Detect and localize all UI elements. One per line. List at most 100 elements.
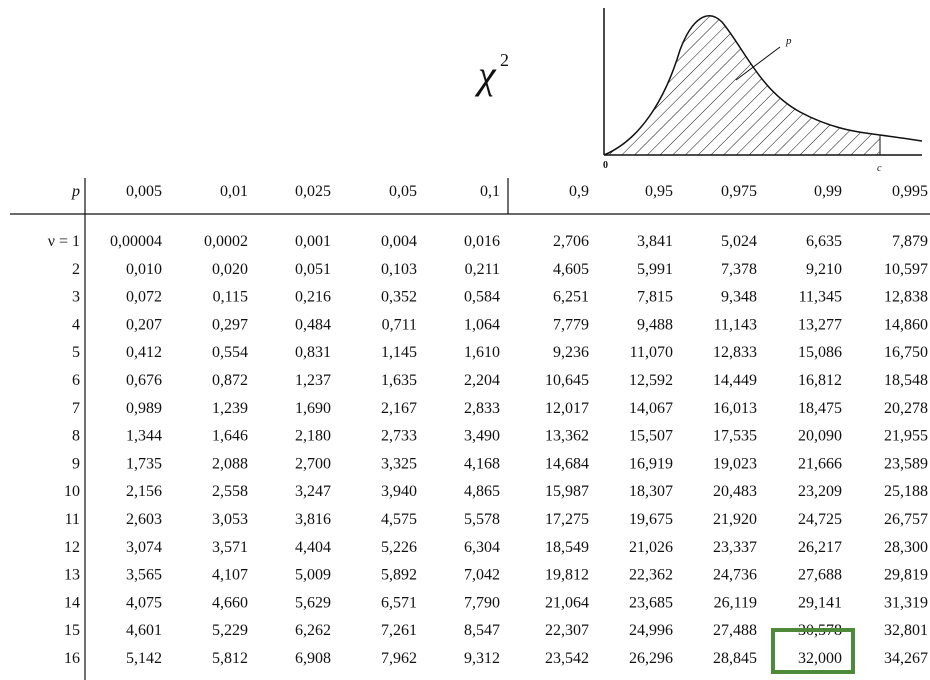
cell: 23,685 [629,594,673,611]
cell: 2,733 [381,428,417,445]
cell: 18,307 [629,483,673,500]
cell: 2,833 [464,400,500,417]
cell: 4,168 [464,455,500,472]
highlight-box [771,628,855,674]
cell: 12,017 [545,400,589,417]
cell: 5,697 [126,678,162,680]
column-header: 0,9 [569,183,589,200]
cell: 23,589 [884,455,928,472]
chi-symbol: χ [474,52,497,97]
cell: 32,000 [798,650,842,667]
cell: 19,023 [713,455,757,472]
cell: 4,575 [381,511,417,528]
cell: 12,592 [629,372,673,389]
row-label: 13 [64,567,80,584]
cell: 0,207 [126,316,162,333]
cell: 18,475 [798,400,842,417]
cell: 26,119 [714,594,757,611]
column-header: 0,1 [480,183,500,200]
cell: 10,085 [456,678,500,680]
row-label: 5 [72,344,80,361]
cell: 0,554 [212,344,248,361]
cell: 1,646 [212,428,248,445]
cell: 14,860 [884,316,928,333]
cell: 15,987 [545,483,589,500]
cell: 14,684 [545,455,589,472]
row-label: 11 [65,511,80,528]
cell: 15,507 [629,428,673,445]
cell: 0,484 [295,316,331,333]
cell: 30,191 [713,678,757,680]
cell: 0,051 [295,261,331,278]
cell: 4,107 [212,567,248,584]
cell: 8,672 [381,678,417,680]
cell: 4,660 [212,594,248,611]
row-label: 17 [64,678,80,680]
cell: 9,488 [637,316,673,333]
cell: 25,188 [884,483,928,500]
cell: 1,237 [295,372,331,389]
cell: 4,404 [295,539,331,556]
cell: 19,812 [545,567,589,584]
cell: 21,955 [884,428,928,445]
cell: 3,247 [295,483,331,500]
row-label: ν = 1 [48,233,80,250]
table: p 0,005 0,01 0,025 0,05 0,1 0,9 0,95 0,975 0,99 0,… [48,183,928,680]
cell: 3,325 [381,455,417,472]
cell: 21,064 [545,594,589,611]
cell: 1,239 [212,400,248,417]
row-label: 3 [72,289,80,306]
cell: 13,362 [545,428,589,445]
cell: 20,483 [713,483,757,500]
column-header: 0,975 [721,183,757,200]
cell: 6,571 [381,594,417,611]
cell: 0,072 [126,289,162,306]
cell: 14,067 [629,400,673,417]
cell: 7,042 [464,567,500,584]
cell: 7,378 [721,261,757,278]
cell: 7,261 [381,622,417,639]
cell: 27,587 [629,678,673,680]
cell: 4,605 [553,261,589,278]
cell: 22,362 [629,567,673,584]
cell: 16,812 [798,372,842,389]
row-label: 16 [64,650,80,667]
cell: 18,549 [545,539,589,556]
cell: 10,645 [545,372,589,389]
cell: 21,026 [629,539,673,556]
cell: 4,075 [126,594,162,611]
cell: 0,297 [212,316,248,333]
cell: 2,603 [126,511,162,528]
cell: 29,141 [798,594,842,611]
cell: 2,167 [381,400,417,417]
cell: 5,578 [464,511,500,528]
cell: 21,920 [713,511,757,528]
cell: 29,819 [884,567,928,584]
column-header: 0,01 [220,183,248,200]
cell: 28,300 [884,539,928,556]
cell: 13,277 [798,316,842,333]
row-label: 8 [72,428,80,445]
cell: 3,816 [295,511,331,528]
cell: 0,0002 [204,233,248,250]
cell: 14,449 [713,372,757,389]
cell: 16,919 [629,455,673,472]
column-header: 0,05 [389,183,417,200]
cell: 15,086 [798,344,842,361]
column-header: 0,005 [126,183,162,200]
label-pointer [735,46,781,81]
cell: 2,706 [553,233,589,250]
cell: 9,312 [464,650,500,667]
cell: 6,408 [212,678,248,680]
cell: 0,103 [381,261,417,278]
cell: 19,675 [629,511,673,528]
cell: 31,319 [884,594,928,611]
cell: 0,00004 [110,233,162,250]
cell: 0,010 [126,261,162,278]
cell: 24,769 [545,678,589,680]
row-label: 15 [64,622,80,639]
cell: 28,845 [713,650,757,667]
cell: 0,001 [295,233,331,250]
cell: 12,833 [713,344,757,361]
